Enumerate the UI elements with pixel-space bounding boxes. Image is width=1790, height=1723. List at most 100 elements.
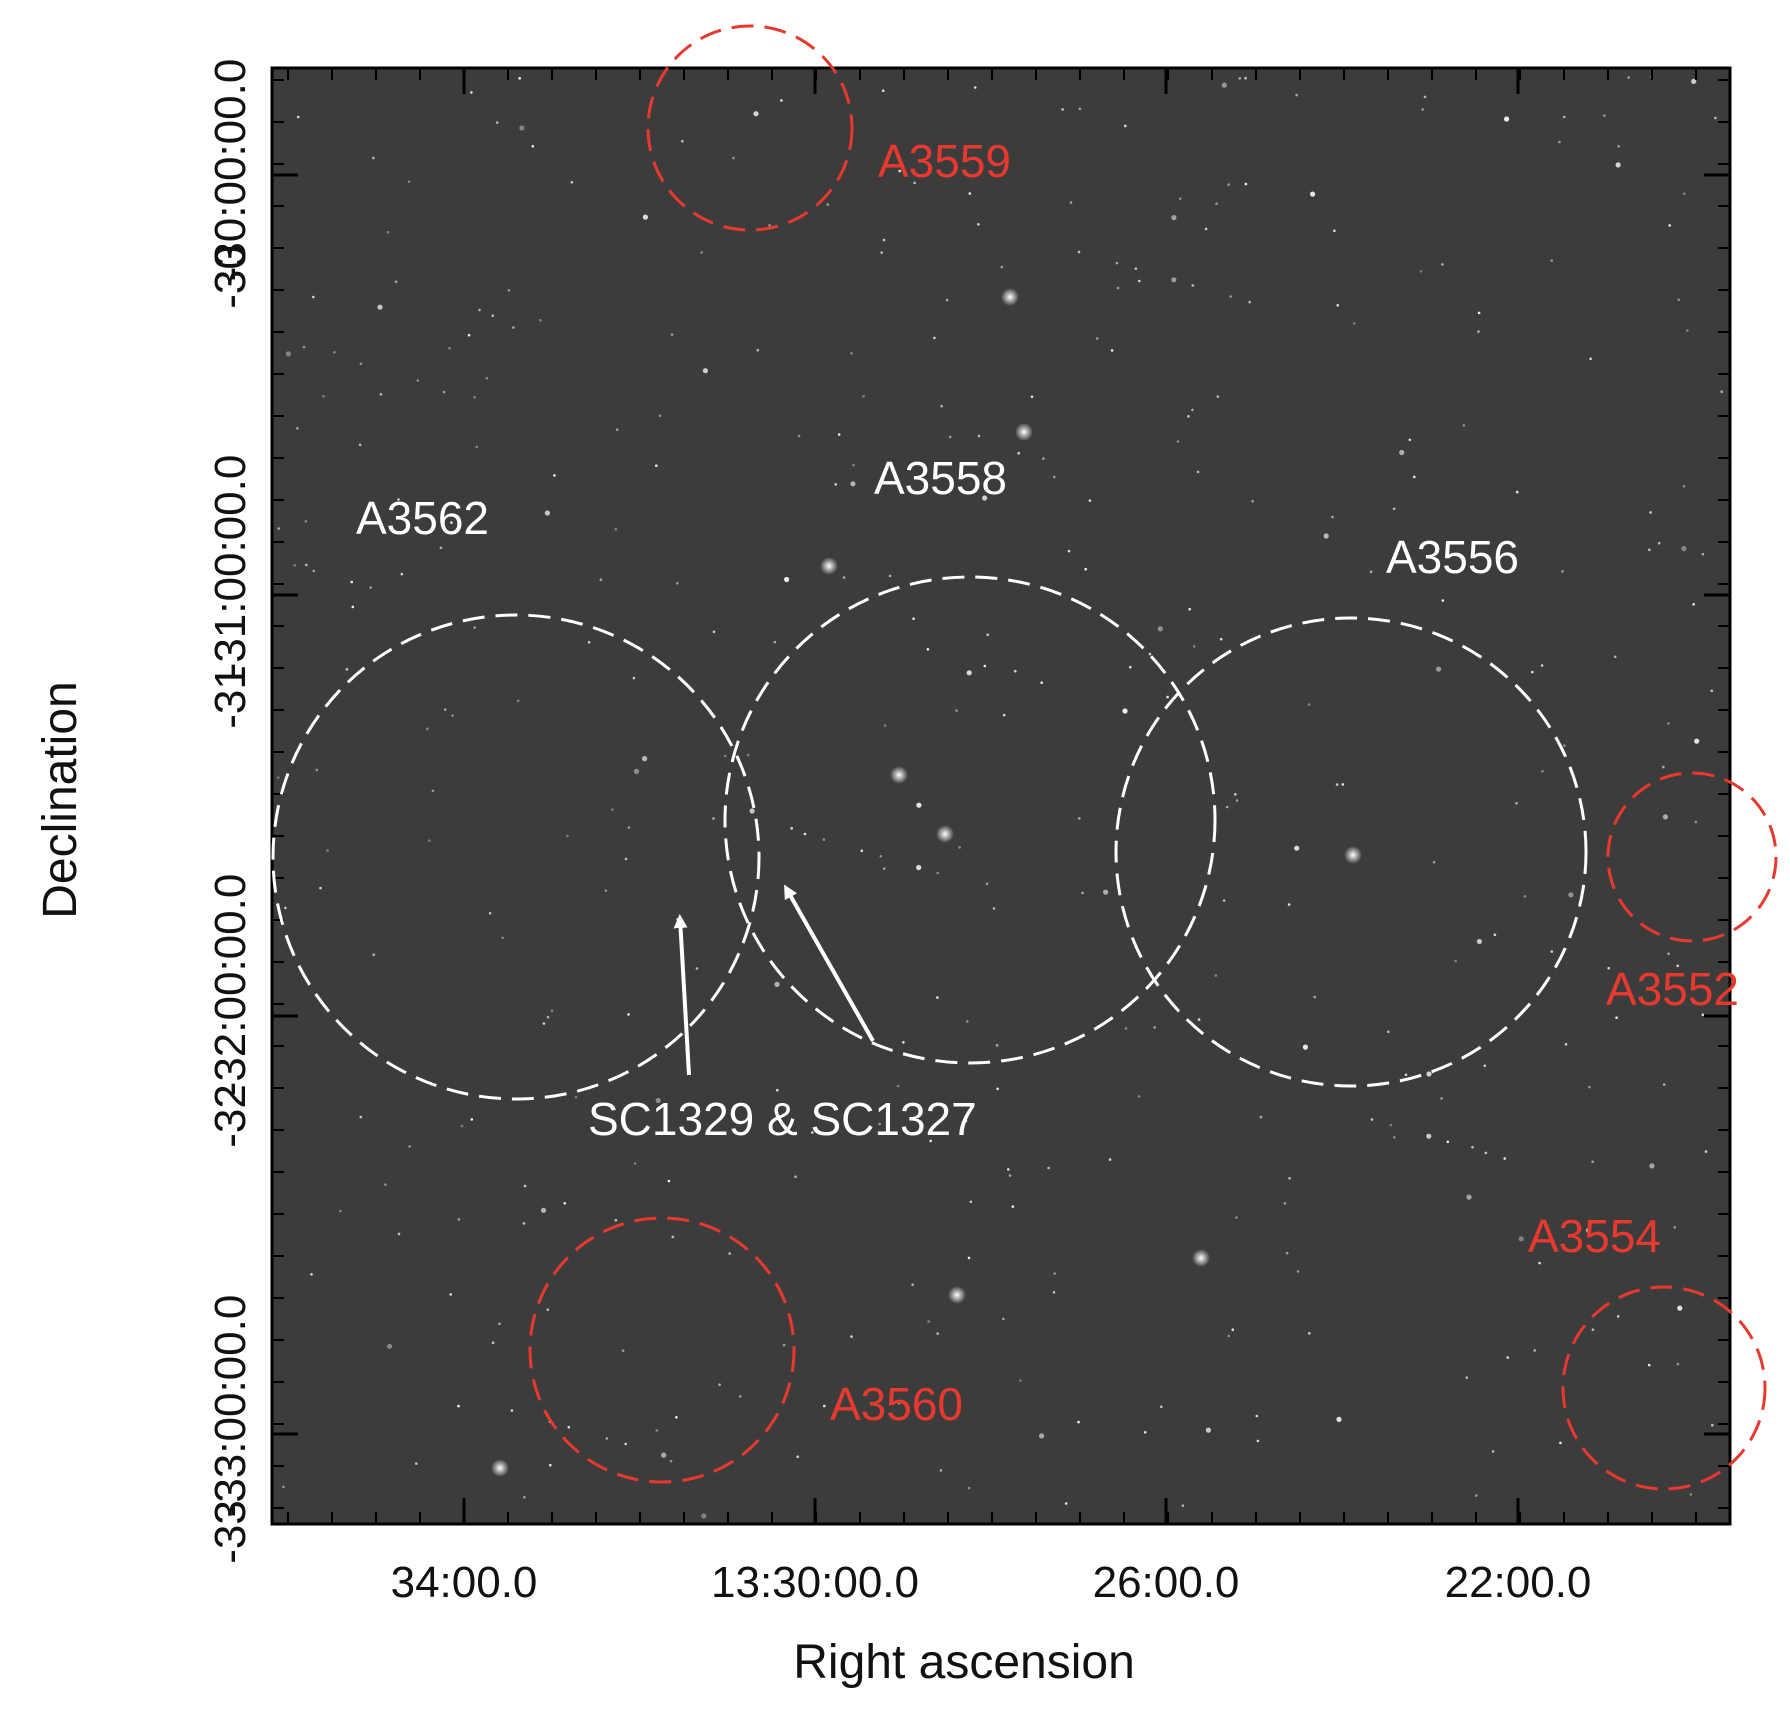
radio-source <box>1011 1205 1015 1208</box>
radio-source <box>1331 515 1334 519</box>
radio-source <box>1387 1030 1390 1034</box>
radio-source <box>1686 329 1689 332</box>
radio-source <box>969 1200 973 1204</box>
radio-source <box>1720 390 1723 394</box>
radio-source <box>611 808 614 811</box>
radio-source <box>1108 1158 1112 1161</box>
radio-source <box>1000 265 1004 269</box>
radio-source <box>1617 145 1620 148</box>
radio-source <box>1440 1097 1443 1100</box>
radio-source <box>1541 770 1544 773</box>
radio-source <box>1668 224 1671 227</box>
radio-source <box>1454 959 1457 963</box>
radio-source <box>439 546 443 550</box>
radio-source <box>566 834 569 838</box>
radio-source <box>1138 279 1141 283</box>
radio-source <box>624 1442 627 1446</box>
radio-source <box>1648 548 1651 552</box>
radio-source <box>1181 1504 1185 1507</box>
radio-source <box>379 393 383 396</box>
bright-source <box>948 1286 966 1304</box>
radio-source <box>358 443 362 447</box>
radio-source <box>315 768 319 772</box>
radio-source <box>1533 1349 1536 1352</box>
radio-source <box>394 280 398 284</box>
radio-source <box>927 1320 930 1323</box>
radio-source <box>1662 814 1668 820</box>
radio-source <box>1404 1073 1408 1077</box>
radio-source <box>723 754 727 758</box>
radio-source <box>826 203 829 206</box>
radio-source <box>1143 1431 1147 1434</box>
radio-source <box>669 1459 673 1463</box>
radio-source <box>1227 183 1230 186</box>
radio-source <box>326 849 329 852</box>
radio-source <box>512 326 515 329</box>
radio-source <box>1662 1083 1666 1086</box>
radio-source <box>1205 1427 1211 1433</box>
radio-source <box>563 1202 567 1205</box>
radio-source <box>1711 1423 1714 1427</box>
radio-source <box>774 981 780 988</box>
radio-source <box>531 145 535 148</box>
radio-source <box>1446 1140 1450 1144</box>
radio-source <box>1689 1493 1693 1496</box>
radio-source <box>1255 1414 1259 1418</box>
radio-source <box>1288 1177 1291 1180</box>
radio-source <box>986 633 989 637</box>
radio-source <box>372 953 376 956</box>
cluster-label-a3552: A3552 <box>1606 963 1739 1015</box>
radio-source <box>305 563 308 567</box>
radio-source <box>670 333 674 336</box>
radio-source <box>1408 438 1412 442</box>
radio-source <box>599 578 603 581</box>
radio-source <box>540 1207 547 1213</box>
bright-source <box>1344 846 1362 864</box>
radio-source <box>1308 1332 1311 1335</box>
radio-source <box>1676 1362 1680 1366</box>
radio-source <box>1523 895 1527 898</box>
radio-source <box>940 404 943 408</box>
radio-source <box>661 1452 667 1458</box>
radio-source <box>1647 1363 1651 1367</box>
radio-source <box>627 1013 630 1016</box>
radio-source <box>1681 546 1687 552</box>
radio-source <box>488 912 492 915</box>
radio-source <box>1064 1502 1068 1505</box>
radio-source <box>1491 1450 1495 1453</box>
axis-ticks <box>272 68 1730 1524</box>
cluster-label-a3558: A3558 <box>874 452 1007 504</box>
radio-source <box>768 224 771 227</box>
radio-source <box>519 125 525 131</box>
radio-source <box>498 1322 501 1326</box>
cluster-circle-a3558 <box>723 575 1217 1065</box>
radio-source <box>544 510 551 516</box>
radio-source <box>319 886 322 890</box>
radio-source <box>1588 1085 1591 1089</box>
radio-source <box>570 181 574 184</box>
radio-source <box>384 1183 387 1186</box>
radio-source <box>850 351 853 355</box>
radio-source <box>1662 765 1665 769</box>
cluster-label-a3560: A3560 <box>830 1378 963 1430</box>
radio-source <box>1077 1420 1080 1424</box>
radio-source <box>1714 116 1717 120</box>
radio-source <box>916 864 922 871</box>
radio-source <box>945 298 949 302</box>
radio-source <box>675 1416 678 1419</box>
radio-source <box>1244 76 1247 80</box>
radio-source <box>966 1020 969 1023</box>
radio-source <box>880 251 883 254</box>
radio-source <box>614 1218 618 1222</box>
radio-source <box>955 709 958 712</box>
radio-source <box>642 214 649 220</box>
y-tick-label-5: -32:00:00.0 <box>206 874 255 1097</box>
radio-source <box>1323 533 1329 539</box>
bright-source <box>1001 288 1019 306</box>
radio-source <box>1423 95 1427 99</box>
radio-source <box>776 1088 779 1092</box>
radio-source <box>451 714 454 717</box>
radio-source <box>780 99 783 102</box>
radio-source <box>1465 1376 1469 1379</box>
radio-source <box>879 855 883 858</box>
